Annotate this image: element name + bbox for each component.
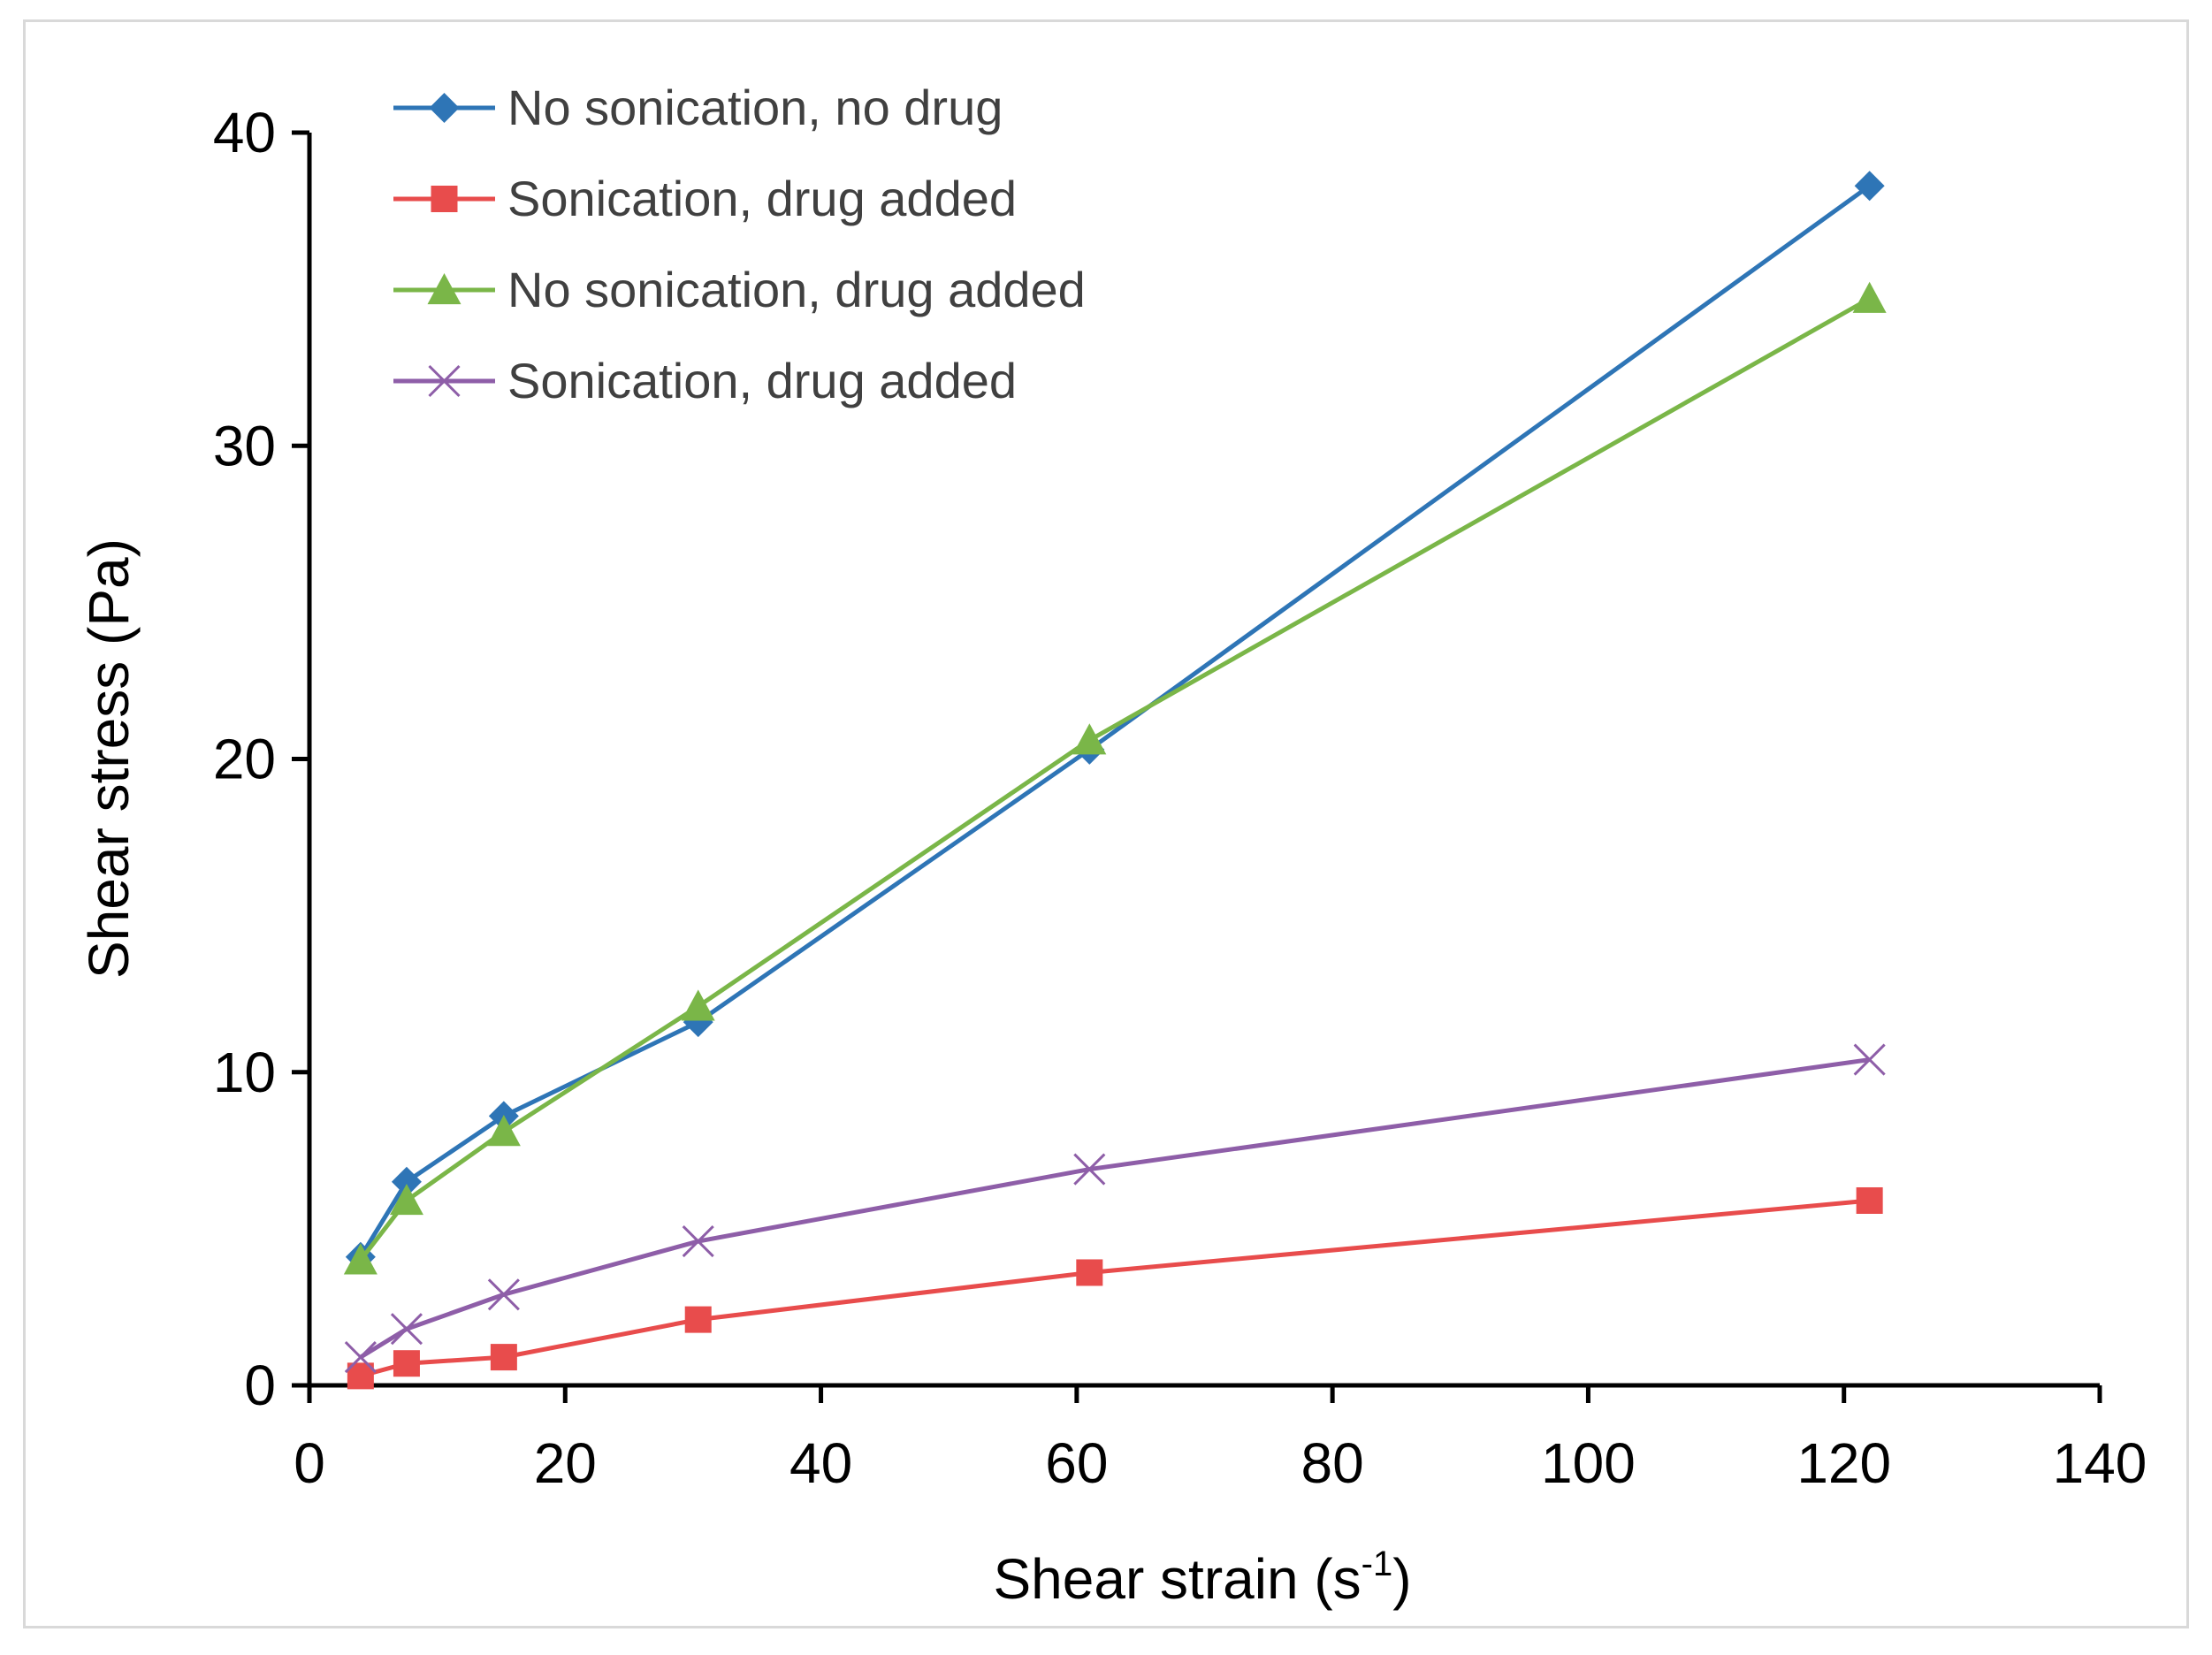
y-tick-label: 0 [244, 1354, 276, 1417]
x-tick-label: 120 [1796, 1431, 1891, 1495]
x-tick-label: 80 [1301, 1431, 1364, 1495]
y-tick-label: 30 [213, 414, 276, 477]
data-point [393, 1350, 420, 1377]
legend-entry: Sonication, drug added [393, 353, 1017, 408]
legend-entry: No sonication, no drug [393, 80, 1003, 135]
data-point [390, 1313, 423, 1346]
series-1 [345, 171, 1885, 1272]
data-point [1856, 1186, 1883, 1214]
series-3 [343, 281, 1887, 1275]
series [343, 171, 1887, 1390]
legend-label: No sonication, drug added [507, 262, 1086, 317]
legend-label: No sonication, no drug [507, 80, 1003, 135]
y-tick-label: 20 [213, 728, 276, 791]
x-tick-label: 100 [1541, 1431, 1636, 1495]
series-line [358, 184, 1872, 1259]
series-line [359, 1057, 1870, 1360]
data-point [1073, 1153, 1106, 1186]
series-line [358, 296, 1871, 1262]
x-axis-title: Shear strain (s-1) [993, 1544, 1411, 1611]
legend-label: Sonication, drug added [507, 171, 1017, 226]
data-point [490, 1344, 517, 1371]
series-line [360, 1198, 1870, 1378]
x-tick-label: 0 [294, 1431, 325, 1495]
data-point [681, 989, 715, 1021]
x-axis-title-close: ) [1392, 1547, 1411, 1611]
data-point [1076, 1259, 1103, 1286]
data-point [1072, 723, 1107, 755]
data-point [1852, 281, 1887, 313]
legend-swatch-marker [431, 186, 458, 212]
x-tick-label: 40 [789, 1431, 852, 1495]
x-axis-title-superscript: -1 [1362, 1544, 1393, 1583]
legend-swatch-marker [427, 273, 461, 305]
data-point [487, 1278, 520, 1311]
y-tick-label: 10 [213, 1041, 276, 1104]
series-2 [347, 1186, 1883, 1390]
y-tick-label: 40 [213, 101, 276, 164]
data-point [684, 1306, 712, 1333]
legend-entry: Sonication, drug added [393, 171, 1017, 226]
chart-frame [23, 19, 2189, 1628]
x-tick-label: 20 [534, 1431, 597, 1495]
data-point [682, 1224, 714, 1258]
data-point [343, 1243, 378, 1275]
legend: No sonication, no drug Sonication, drug a… [393, 80, 1086, 408]
ticks: 0 10 20 30 40 0 20 40 60 80 100 120 140 [213, 101, 2147, 1495]
legend-entry: No sonication, drug added [393, 262, 1086, 317]
legend-swatch-marker [429, 93, 460, 123]
x-tick-label: 140 [2053, 1431, 2147, 1495]
x-tick-label: 60 [1045, 1431, 1108, 1495]
legend-label: Sonication, drug added [507, 353, 1017, 408]
data-point [1854, 171, 1885, 202]
data-point [344, 1341, 377, 1374]
data-point [486, 1115, 521, 1147]
data-point [389, 1183, 423, 1216]
data-point [391, 1166, 422, 1197]
series-4 [344, 1043, 1886, 1374]
legend-swatch-marker [428, 364, 461, 398]
x-axis-title-main: Shear strain (s [993, 1547, 1361, 1611]
y-axis-title: Shear stress (Pa) [77, 538, 141, 979]
data-point [1853, 1043, 1886, 1076]
